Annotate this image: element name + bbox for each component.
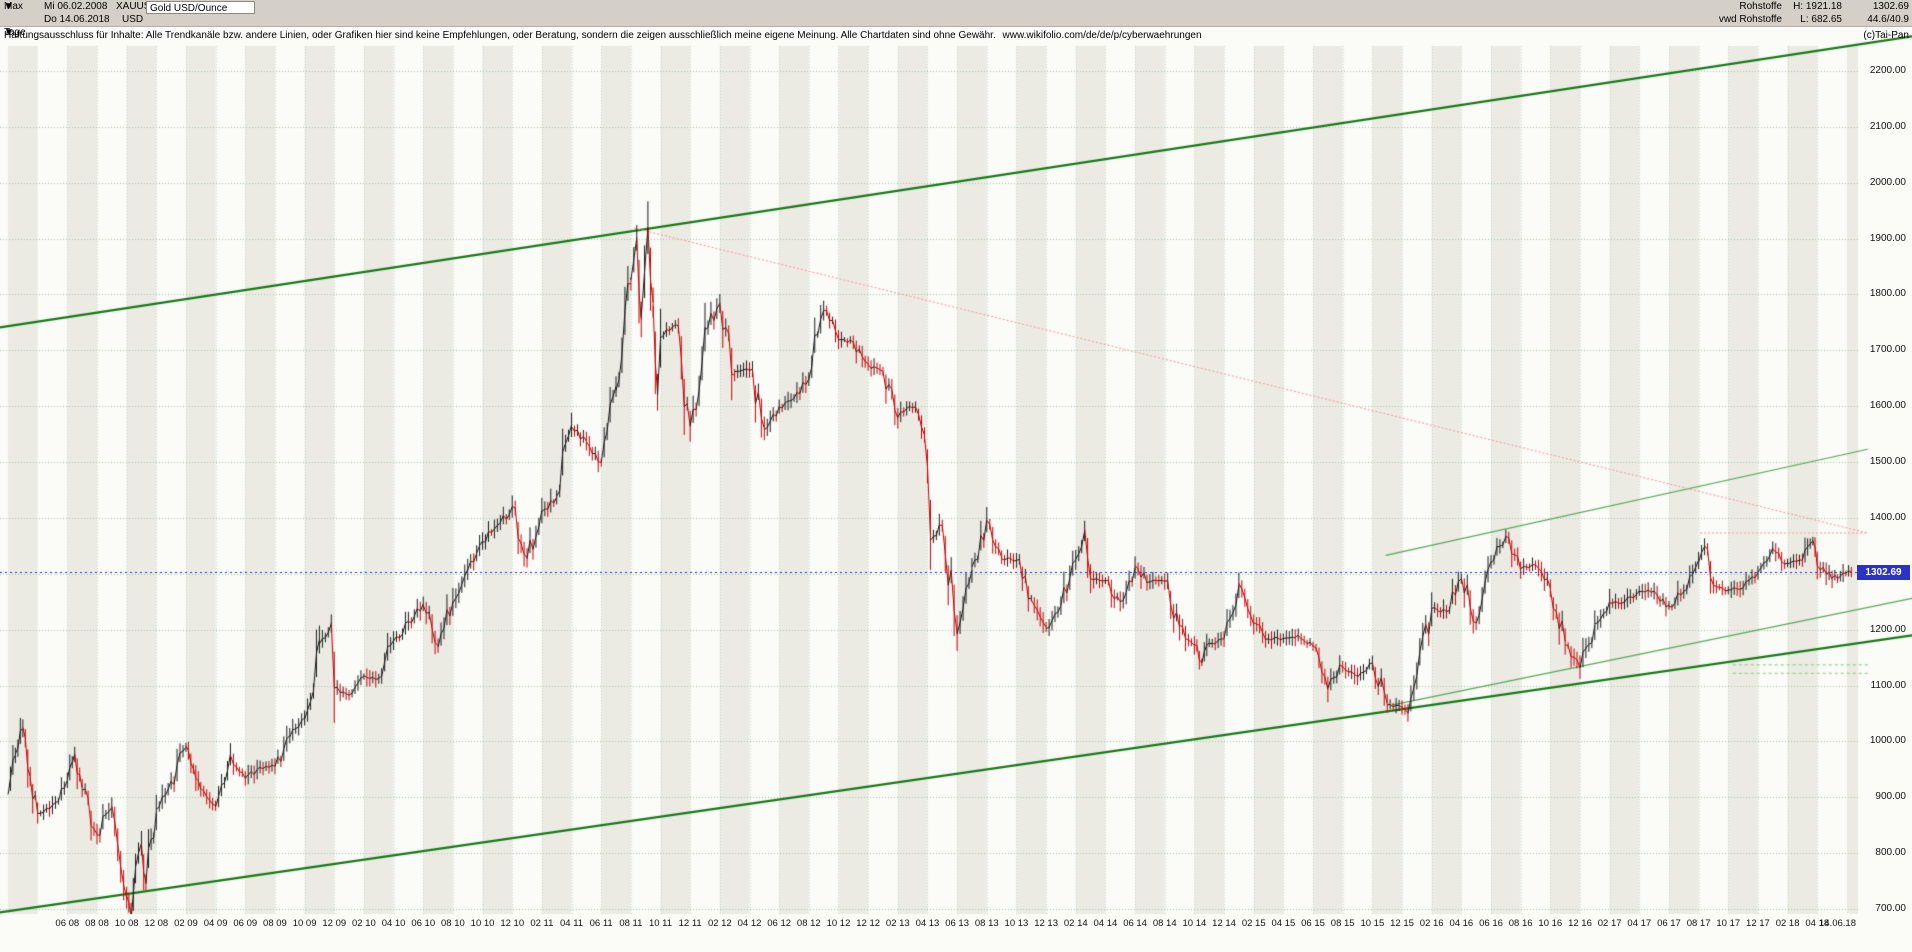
date-tick-label: 12 09	[322, 918, 347, 929]
price-tick-label: 1400.00	[1869, 511, 1906, 523]
date-tick-label: 02 16	[1419, 918, 1444, 929]
instrument-name-box[interactable]: Gold USD/Ounce	[146, 1, 255, 14]
date-tick-label: 10 10	[470, 918, 495, 929]
date-tick-label: 06 14	[1123, 918, 1147, 929]
date-tick-label: 04 13	[915, 918, 940, 929]
last-price-header: 1302.69	[1872, 1, 1909, 12]
price-tick-label: 1600.00	[1869, 400, 1906, 412]
period-high: H: 1921.18	[1793, 1, 1842, 12]
date-tick-label: 08 08	[85, 918, 109, 929]
last-price-badge: 1302.69	[1857, 565, 1910, 581]
date-tick-label: 10 13	[1004, 918, 1029, 929]
chevron-down-icon: ▼	[4, 27, 14, 38]
date-tick-label: 12 14	[1212, 918, 1236, 929]
price-tick-label: 700.00	[1875, 903, 1906, 914]
date-tick-label: 02 10	[352, 918, 376, 929]
price-tick-label: 1900.00	[1869, 232, 1906, 244]
date-tick-label: 02 12	[707, 918, 732, 929]
date-tick-label: 06 13	[945, 918, 969, 929]
date-tick-label: 10 12	[826, 918, 851, 929]
date-tick-label: 08 14	[1152, 918, 1177, 929]
price-tick-label: 2000.00	[1869, 176, 1906, 188]
date-tick-label: 08 17	[1686, 918, 1711, 929]
currency-label: USD	[122, 14, 144, 25]
date-tick-label: 06 09	[233, 918, 258, 929]
date-tick-label: 06 17	[1657, 918, 1681, 929]
date-tick-label: 08 15	[1330, 918, 1355, 929]
price-tick-label: 1200.00	[1869, 623, 1906, 635]
range-dropdown-label: Max	[4, 1, 23, 12]
date-tick-label: 06 10	[411, 918, 436, 929]
end-date: Do 14.06.2018	[44, 14, 110, 25]
date-tick-label: 04 09	[203, 918, 228, 929]
date-tick-label: 12 16	[1568, 918, 1592, 929]
copyright-label: (c)Tai-Pan	[1863, 30, 1909, 41]
date-tick-label: 08 11	[619, 918, 643, 929]
period-dropdown-label: Tage	[4, 27, 26, 38]
date-tick-label: 12 10	[500, 918, 525, 929]
date-tick-label: 04 18	[1805, 918, 1830, 929]
date-tick-label: 10 09	[292, 918, 317, 929]
date-tick-label: 02 17	[1597, 918, 1622, 929]
date-tick-label: 02 09	[174, 918, 198, 929]
date-tick-label: 04 11	[559, 918, 584, 929]
date-tick-label: 06 08	[55, 918, 80, 929]
date-tick-label: 12 12	[856, 918, 881, 929]
ratio-value: 44.6/40.9	[1867, 14, 1909, 25]
date-tick-label: 12 17	[1746, 918, 1770, 929]
date-tick-label: 10 17	[1716, 918, 1741, 929]
price-tick-label: 1500.00	[1869, 456, 1906, 468]
date-tick-label: 02 11	[530, 918, 554, 929]
disclaimer-text: Haftungsausschluss für Inhalte: Alle Tre…	[4, 30, 996, 41]
toolbar: Max ▼ Mi 06.02.2008 XAUUSD Rohstoffe H: …	[0, 0, 1912, 38]
date-tick-label: 08 10	[441, 918, 465, 929]
date-tick-label: 12 08	[144, 918, 169, 929]
date-tick-label: 08 13	[974, 918, 999, 929]
price-tick-label: 1700.00	[1869, 344, 1906, 356]
price-tick-label: 900.00	[1875, 791, 1906, 803]
symbol-label: XAUUSD	[116, 1, 158, 12]
date-tick-label: 10 16	[1538, 918, 1563, 929]
date-tick-label: 08 12	[796, 918, 821, 929]
market-label: Rohstoffe	[1739, 1, 1782, 12]
date-tick-label: 04 14	[1093, 918, 1118, 929]
price-tick-label: 1100.00	[1870, 679, 1906, 691]
date-tick-label: 12 15	[1390, 918, 1414, 929]
date-tick-label: 06 12	[767, 918, 792, 929]
price-tick-label: 1800.00	[1869, 288, 1906, 300]
date-tick-label: 12 13	[1034, 918, 1058, 929]
date-tick-label: 04 12	[737, 918, 762, 929]
date-tick-label: 10 15	[1360, 918, 1385, 929]
date-tick-label: 04 10	[381, 918, 406, 929]
date-tick-label: 10 14	[1182, 918, 1207, 929]
disclaimer-link[interactable]: www.wikifolio.com/de/de/p/cyberwaehrunge…	[1002, 30, 1202, 41]
date-tick-label: 10 08	[114, 918, 139, 929]
disclaimer-bar: Haftungsausschluss für Inhalte: Alle Tre…	[0, 26, 1912, 46]
date-tick-label: 06 11	[589, 918, 613, 929]
chevron-down-icon: ▼	[4, 1, 14, 12]
date-tick-label: 02 13	[885, 918, 910, 929]
last-date-label: 14.06.18	[1819, 918, 1856, 929]
date-tick-label: 06 15	[1301, 918, 1325, 929]
date-tick-label: 02 15	[1241, 918, 1266, 929]
date-tick-label: 12 11	[678, 918, 702, 929]
date-tick-label: 02 18	[1775, 918, 1800, 929]
date-tick-label: 02 14	[1063, 918, 1088, 929]
date-tick-label: 08 09	[263, 918, 287, 929]
date-tick-label: 04 15	[1271, 918, 1296, 929]
period-low: L: 682.65	[1800, 14, 1842, 25]
date-tick-label: 04 17	[1627, 918, 1652, 929]
date-tick-label: 08 16	[1508, 918, 1533, 929]
price-tick-label: 2100.00	[1869, 120, 1906, 132]
price-tick-label: 1000.00	[1869, 735, 1906, 747]
date-tick-label: 10 11	[648, 918, 673, 929]
price-tick-label: 2200.00	[1869, 64, 1906, 76]
date-tick-label: 06 16	[1479, 918, 1503, 929]
date-tick-label: 04 16	[1449, 918, 1474, 929]
data-source: vwd Rohstoffe	[1718, 14, 1782, 25]
start-date: Mi 06.02.2008	[44, 1, 108, 12]
price-tick-label: 800.00	[1875, 847, 1906, 859]
